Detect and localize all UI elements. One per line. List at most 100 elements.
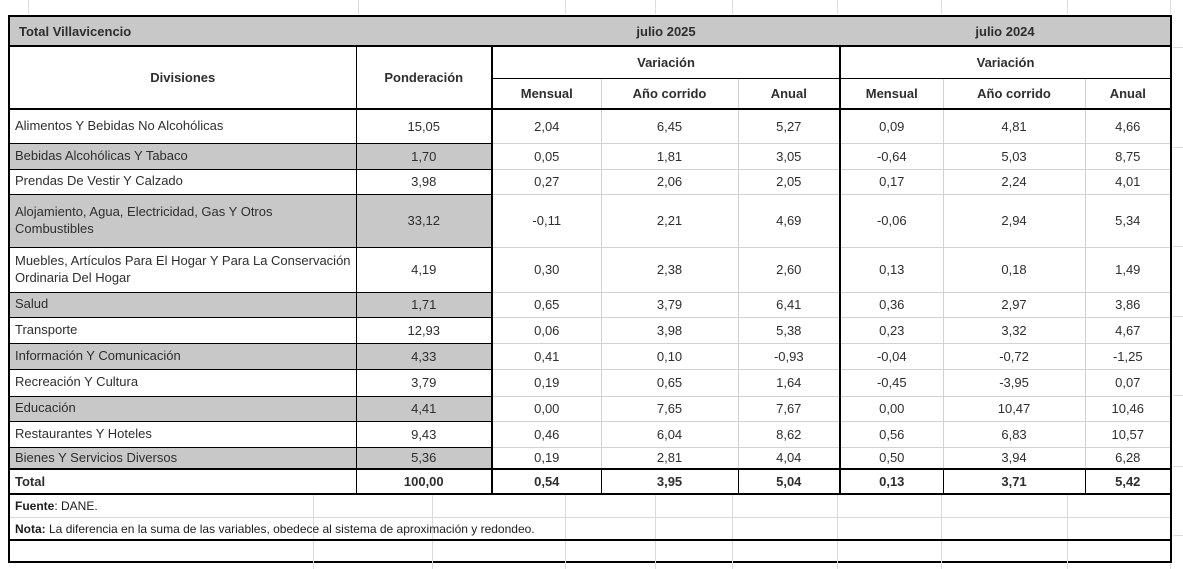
- value-cell-anual-2025[interactable]: 7,67: [738, 396, 842, 422]
- division-cell[interactable]: Recreación Y Cultura: [10, 369, 357, 397]
- header-ano-corrido-2024[interactable]: Año corrido: [943, 78, 1086, 110]
- value-cell-mensual-2024[interactable]: 0,17: [840, 169, 944, 195]
- total-value-cell[interactable]: 5,42: [1085, 468, 1171, 496]
- total-label-cell[interactable]: Total: [10, 468, 357, 496]
- ponderacion-cell[interactable]: 4,33: [356, 343, 494, 370]
- value-cell-mensual-2025[interactable]: 0,00: [492, 396, 602, 422]
- division-cell[interactable]: Alojamiento, Agua, Electricidad, Gas Y O…: [10, 194, 357, 248]
- division-cell[interactable]: Restaurantes Y Hoteles: [10, 421, 357, 448]
- header-ponderacion[interactable]: Ponderación: [356, 46, 494, 110]
- value-cell-mensual-2024[interactable]: 0,23: [840, 317, 944, 344]
- value-cell-anual-2025[interactable]: 1,64: [738, 369, 842, 397]
- division-cell[interactable]: Muebles, Artículos Para El Hogar Y Para …: [10, 247, 357, 293]
- ponderacion-cell[interactable]: 1,70: [356, 143, 494, 170]
- division-cell[interactable]: Alimentos Y Bebidas No Alcohólicas: [10, 109, 357, 144]
- value-cell-mensual-2024[interactable]: -0,04: [840, 343, 944, 370]
- ponderacion-cell[interactable]: 9,43: [356, 421, 494, 448]
- header-variacion-2024[interactable]: Variación: [840, 46, 1171, 79]
- ponderacion-cell[interactable]: 3,79: [356, 369, 494, 397]
- value-cell-anual-2024[interactable]: 10,46: [1085, 396, 1171, 422]
- value-cell-anual-2025[interactable]: 8,62: [738, 421, 842, 448]
- value-cell-mensual-2025[interactable]: 0,05: [492, 143, 602, 170]
- value-cell-ano-corrido-2024[interactable]: -0,72: [943, 343, 1086, 370]
- division-cell[interactable]: Educación: [10, 396, 357, 422]
- value-cell-mensual-2025[interactable]: -0,11: [492, 194, 602, 248]
- total-ponderacion-cell[interactable]: 100,00: [356, 468, 494, 496]
- value-cell-mensual-2025[interactable]: 0,41: [492, 343, 602, 370]
- value-cell-ano-corrido-2025[interactable]: 2,06: [601, 169, 739, 195]
- value-cell-ano-corrido-2025[interactable]: 2,81: [601, 447, 739, 470]
- fuente-row[interactable]: Fuente: DANE.: [10, 495, 1170, 517]
- value-cell-ano-corrido-2024[interactable]: 4,81: [943, 109, 1086, 144]
- total-value-cell[interactable]: 0,13: [840, 468, 944, 496]
- value-cell-mensual-2024[interactable]: -0,45: [840, 369, 944, 397]
- value-cell-anual-2025[interactable]: 3,05: [738, 143, 842, 170]
- value-cell-mensual-2024[interactable]: 0,36: [840, 292, 944, 318]
- value-cell-anual-2024[interactable]: 6,28: [1085, 447, 1171, 470]
- value-cell-mensual-2025[interactable]: 0,19: [492, 369, 602, 397]
- value-cell-mensual-2024[interactable]: 0,13: [840, 247, 944, 293]
- value-cell-ano-corrido-2024[interactable]: 6,83: [943, 421, 1086, 448]
- value-cell-mensual-2025[interactable]: 0,65: [492, 292, 602, 318]
- header-mensual-2024[interactable]: Mensual: [840, 78, 944, 110]
- header-anual-2024[interactable]: Anual: [1085, 78, 1171, 110]
- value-cell-mensual-2024[interactable]: -0,64: [840, 143, 944, 170]
- value-cell-mensual-2024[interactable]: 0,09: [840, 109, 944, 144]
- table-title-cell[interactable]: Total Villavicencio: [10, 17, 493, 47]
- value-cell-ano-corrido-2024[interactable]: 5,03: [943, 143, 1086, 170]
- division-cell[interactable]: Bienes Y Servicios Diversos: [10, 447, 357, 470]
- value-cell-mensual-2025[interactable]: 2,04: [492, 109, 602, 144]
- value-cell-anual-2025[interactable]: -0,93: [738, 343, 842, 370]
- value-cell-ano-corrido-2024[interactable]: 3,94: [943, 447, 1086, 470]
- total-value-cell[interactable]: 3,95: [601, 468, 739, 496]
- value-cell-mensual-2024[interactable]: 0,50: [840, 447, 944, 470]
- total-value-cell[interactable]: 0,54: [492, 468, 602, 496]
- value-cell-ano-corrido-2025[interactable]: 7,65: [601, 396, 739, 422]
- value-cell-ano-corrido-2025[interactable]: 3,79: [601, 292, 739, 318]
- value-cell-anual-2024[interactable]: 4,01: [1085, 169, 1171, 195]
- value-cell-anual-2025[interactable]: 6,41: [738, 292, 842, 318]
- value-cell-anual-2024[interactable]: 0,07: [1085, 369, 1171, 397]
- value-cell-anual-2025[interactable]: 5,27: [738, 109, 842, 144]
- value-cell-ano-corrido-2025[interactable]: 6,04: [601, 421, 739, 448]
- empty-row[interactable]: [10, 539, 1170, 564]
- division-cell[interactable]: Información Y Comunicación: [10, 343, 357, 370]
- header-mensual-2025[interactable]: Mensual: [492, 78, 602, 110]
- value-cell-anual-2025[interactable]: 2,05: [738, 169, 842, 195]
- period-2024-cell[interactable]: julio 2024: [840, 17, 1171, 47]
- value-cell-mensual-2025[interactable]: 0,30: [492, 247, 602, 293]
- ponderacion-cell[interactable]: 5,36: [356, 447, 494, 470]
- value-cell-anual-2025[interactable]: 5,38: [738, 317, 842, 344]
- value-cell-ano-corrido-2025[interactable]: 2,38: [601, 247, 739, 293]
- ponderacion-cell[interactable]: 15,05: [356, 109, 494, 144]
- value-cell-anual-2025[interactable]: 2,60: [738, 247, 842, 293]
- division-cell[interactable]: Prendas De Vestir Y Calzado: [10, 169, 357, 195]
- value-cell-ano-corrido-2024[interactable]: 3,32: [943, 317, 1086, 344]
- value-cell-mensual-2025[interactable]: 0,27: [492, 169, 602, 195]
- value-cell-anual-2024[interactable]: 3,86: [1085, 292, 1171, 318]
- value-cell-ano-corrido-2024[interactable]: 2,97: [943, 292, 1086, 318]
- value-cell-anual-2024[interactable]: 10,57: [1085, 421, 1171, 448]
- value-cell-anual-2024[interactable]: 1,49: [1085, 247, 1171, 293]
- value-cell-ano-corrido-2025[interactable]: 2,21: [601, 194, 739, 248]
- value-cell-mensual-2024[interactable]: -0,06: [840, 194, 944, 248]
- ponderacion-cell[interactable]: 12,93: [356, 317, 494, 344]
- value-cell-ano-corrido-2025[interactable]: 3,98: [601, 317, 739, 344]
- value-cell-anual-2024[interactable]: 4,67: [1085, 317, 1171, 344]
- value-cell-ano-corrido-2025[interactable]: 0,10: [601, 343, 739, 370]
- ponderacion-cell[interactable]: 4,19: [356, 247, 494, 293]
- total-value-cell[interactable]: 3,71: [943, 468, 1086, 496]
- value-cell-ano-corrido-2024[interactable]: 0,18: [943, 247, 1086, 293]
- period-2025-cell[interactable]: julio 2025: [492, 17, 841, 47]
- total-value-cell[interactable]: 5,04: [738, 468, 842, 496]
- value-cell-ano-corrido-2024[interactable]: 2,24: [943, 169, 1086, 195]
- value-cell-mensual-2024[interactable]: 0,00: [840, 396, 944, 422]
- ponderacion-cell[interactable]: 1,71: [356, 292, 494, 318]
- nota-row[interactable]: Nota: La diferencia en la suma de las va…: [10, 517, 1170, 539]
- value-cell-anual-2024[interactable]: -1,25: [1085, 343, 1171, 370]
- value-cell-anual-2024[interactable]: 8,75: [1085, 143, 1171, 170]
- header-divisiones[interactable]: Divisiones: [10, 46, 357, 110]
- division-cell[interactable]: Salud: [10, 292, 357, 318]
- value-cell-anual-2024[interactable]: 4,66: [1085, 109, 1171, 144]
- value-cell-ano-corrido-2024[interactable]: 2,94: [943, 194, 1086, 248]
